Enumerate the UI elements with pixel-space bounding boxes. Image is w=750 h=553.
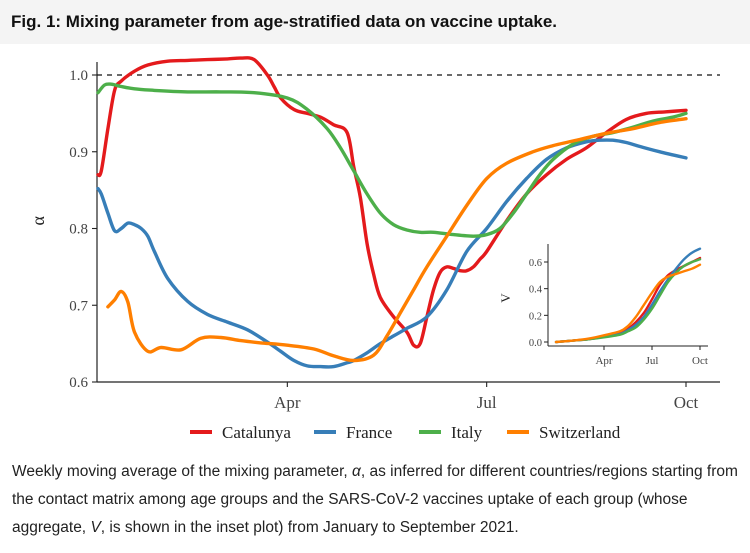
inset-y-tick-label: 0.6 [529,258,542,269]
caption-alpha-symbol: α [352,463,361,480]
inset-x-tick-label: Apr [595,355,612,367]
inset-x-tick-label: Jul [646,355,659,367]
caption-part-3: , is shown in the inset plot) from Janua… [100,519,519,536]
inset-y-tick-label: 0.4 [529,285,543,296]
figure-caption: Weekly moving average of the mixing para… [12,458,740,542]
x-tick-label: Oct [674,393,699,412]
alpha-line-chart: 0.6 0.7 0.8 0.9 1.0 Apr Jul Oct α 0.0 0.2 0.4 0.6 Apr… [28,56,720,442]
legend-label: Catalunya [222,423,291,442]
legend-label: France [346,423,392,442]
figure-title: Fig. 1: Mixing parameter from age-strati… [0,0,750,44]
y-tick-label: 0.7 [69,298,88,314]
legend-item-switzerland: Switzerland [507,423,621,442]
y-tick-label: 0.9 [69,145,88,161]
caption-v-symbol: V [90,519,101,536]
inset-series-line-switzerland [554,263,702,344]
legend-item-catalunya: Catalunya [190,423,291,442]
legend-label: Switzerland [539,423,621,442]
series-line-switzerland [106,117,688,363]
y-tick-label: 0.8 [69,222,88,238]
x-tick-label: Apr [274,393,301,412]
caption-part-1: Weekly moving average of the mixing para… [12,463,353,480]
y-tick-label: 0.6 [69,375,88,391]
inset-y-axis-label: V [498,293,513,303]
legend-item-france: France [314,423,392,442]
inset-x-tick-label: Oct [692,355,708,367]
x-tick-label: Jul [477,393,497,412]
y-tick-label: 1.0 [69,68,88,84]
inset-background [512,239,712,349]
series-line-italy [96,82,688,238]
caption-part-2: , as inferred for different countries/re… [12,463,738,536]
legend-label: Italy [451,423,483,442]
legend-item-italy: Italy [419,423,483,442]
plot-area: 0.6 0.7 0.8 0.9 1.0 Apr Jul Oct α 0.0 0.2 0.4 0.6 Apr… [0,44,750,454]
inset-y-tick-label: 0.2 [529,311,542,322]
inset-y-tick-label: 0.0 [529,338,542,349]
y-axis-label: α [28,216,48,226]
